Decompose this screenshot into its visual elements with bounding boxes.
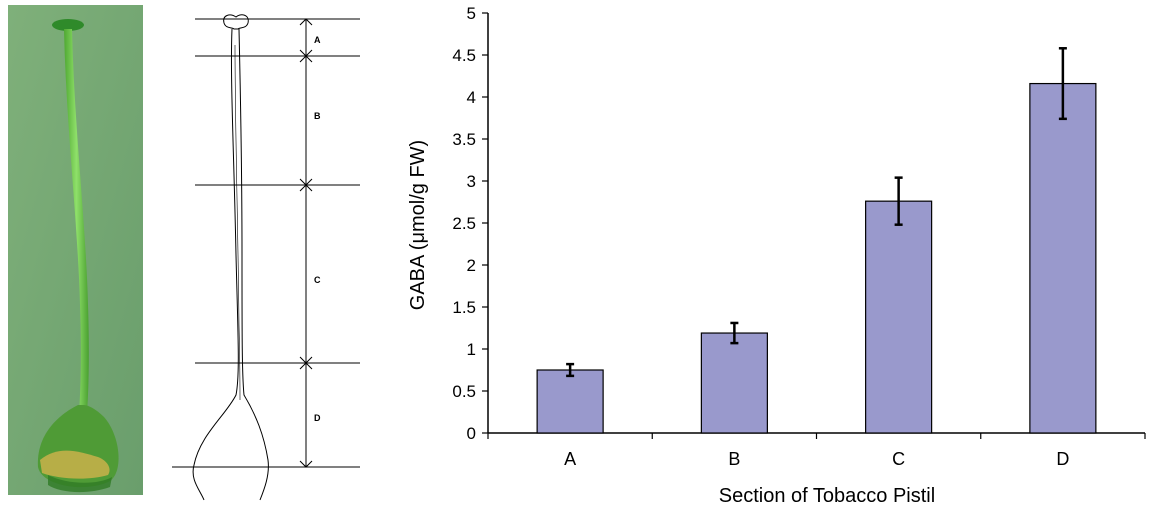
bar-a [536,369,604,434]
pistil-photo-image [8,5,143,495]
y-tick-label: 1 [467,340,476,359]
y-tick-label: 5 [467,4,476,23]
x-axis-label: Section of Tobacco Pistil [719,485,935,507]
gaba-bar-chart: 0 0.5 1 1.5 2 2.5 3 3.5 4 4.5 5 A B C D GABA (μmol/g F… [407,4,1146,507]
pistil-schematic: A B C D [160,5,370,505]
y-tick-label: 4 [467,88,476,107]
bar-c [865,200,933,434]
x-tick-label-d: D [1056,449,1069,469]
section-label-c: C [314,275,321,285]
pistil-outline-right [238,28,269,501]
y-tick-label: 1.5 [452,298,476,317]
pistil-photo [8,5,143,495]
bar-b [700,332,768,434]
y-tick-label: 2 [467,256,476,275]
pistil-outline-left [192,28,239,501]
arrow-bottom [299,460,313,468]
x-tick-label-b: B [728,449,740,469]
stigma-outline [223,14,249,30]
y-tick-label: 3 [467,172,476,191]
gaba-chart: 0 0.5 1 1.5 2 2.5 3 3.5 4 4.5 5 A B C D GABA (μmol/g F… [390,0,1155,513]
y-axis-label: GABA (μmol/g FW) [407,140,429,310]
section-label-a: A [314,35,321,45]
x-tick-label-a: A [564,449,576,469]
y-tick-label: 0 [467,424,476,443]
pistil-schematic-drawing: A B C D [172,14,360,501]
y-tick-label: 2.5 [452,214,476,233]
bar-d [1029,82,1097,434]
y-tick-label: 0.5 [452,382,476,401]
section-label-d: D [314,413,321,423]
x-tick-label-c: C [892,449,905,469]
y-tick-label: 4.5 [452,46,476,65]
y-tick-label: 3.5 [452,130,476,149]
section-label-b: B [314,111,321,121]
arrow-top [299,18,313,26]
